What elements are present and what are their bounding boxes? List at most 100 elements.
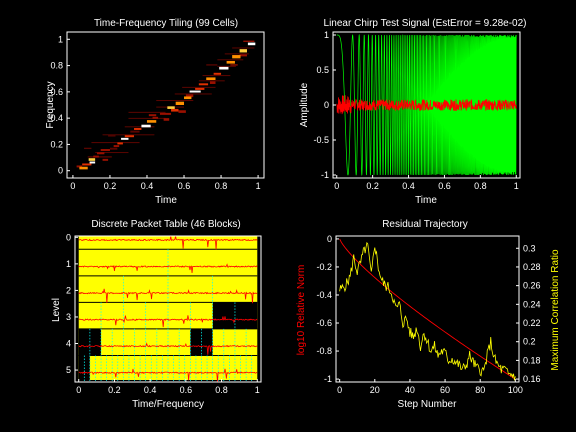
- tiling-cell: [84, 147, 92, 150]
- packet-y-ticks: 0 1 2 3 4 5: [66, 232, 78, 375]
- tiling-ylabel: Frequency: [45, 81, 56, 128]
- tiling-cell: [232, 55, 241, 59]
- tiling-cell: [239, 54, 247, 57]
- residual-xlabel: Step Number: [398, 399, 458, 410]
- residual-y2tick-label: 0.22: [523, 318, 541, 328]
- tiling-cell: [93, 155, 99, 158]
- packet-level-trace: [78, 288, 258, 304]
- chirp-xtick-label: 0.8: [474, 181, 487, 191]
- tiling-ytick-label: 0: [58, 166, 63, 176]
- tiling-cell: [117, 142, 123, 145]
- residual-y2tick-label: 0.24: [523, 299, 541, 309]
- tiling-cell: [102, 158, 109, 161]
- tiling-cell: [102, 134, 155, 136]
- packet-dark-block: [240, 382, 247, 394]
- tiling-cell: [198, 80, 225, 82]
- tiling-cell: [159, 112, 172, 115]
- tiling-cell: [217, 59, 244, 61]
- tiling-cell: [243, 40, 255, 42]
- residual-xtick-label: 20: [370, 385, 380, 395]
- tiling-cell: [174, 93, 212, 95]
- residual-ytick-label: -0.2: [316, 262, 332, 272]
- tiling-cell: [195, 87, 205, 90]
- packet-level-trace: [78, 342, 258, 355]
- residual-norm-line: [339, 238, 516, 380]
- packet-ylabel: Level: [51, 298, 62, 322]
- tiling-cell: [124, 126, 155, 128]
- tiling-ytick-label: 0.8: [50, 61, 63, 71]
- tiling-cell: [100, 149, 110, 151]
- residual-xtick-label: 100: [508, 385, 523, 395]
- chirp-xlabel: Time: [415, 195, 437, 206]
- residual-x-ticks: 0 20 40 60 80 100: [337, 379, 523, 395]
- tiling-cell: [89, 161, 96, 164]
- packet-level-trace: [78, 315, 258, 328]
- packet-xtick-label: 0: [76, 385, 81, 395]
- tiling-cell: [148, 114, 157, 117]
- packet-xtick-label: 0.2: [108, 385, 121, 395]
- tiling-ytick-label: 0.4: [50, 113, 63, 123]
- tiling-cell: [226, 60, 235, 64]
- tiling-cell: [230, 64, 238, 66]
- chirp-ytick-label: 0.5: [316, 65, 329, 75]
- packet-x-ticks: 0 0.2 0.4 0.6 0.8 1: [76, 379, 260, 395]
- residual-y2tick-label: 0.26: [523, 281, 541, 291]
- residual-ytick-label: -0.4: [316, 290, 332, 300]
- chirp-ytick-label: 1: [324, 30, 329, 40]
- residual-ytick-label: -1: [324, 374, 332, 384]
- tiling-cell: [130, 130, 140, 133]
- tiling-cell: [209, 81, 216, 84]
- packet-ytick-label: 3: [66, 312, 71, 322]
- tiling-cell: [163, 118, 170, 121]
- tiling-cell: [171, 108, 179, 112]
- tiling-xtick-label: 1: [256, 181, 261, 191]
- tiling-cell: [185, 94, 194, 98]
- residual-y2label: Maximum Correlation Ratio: [550, 249, 561, 371]
- tiling-cell: [178, 110, 186, 113]
- packet-body: [75, 235, 261, 394]
- packet-ytick-label: 1: [66, 259, 71, 269]
- packet-xlabel: Time/Frequency: [132, 399, 204, 410]
- packet-ytick-label: 4: [66, 339, 71, 349]
- tiling-xtick-label: 0.2: [104, 181, 117, 191]
- tiling-cell: [96, 152, 105, 155]
- residual-y2tick-label: 0.2: [523, 337, 536, 347]
- tiling-cell: [88, 158, 96, 161]
- tiling-cell: [213, 72, 222, 75]
- tiling-xtick-label: 0.4: [141, 181, 154, 191]
- tiling-cell: [146, 120, 157, 123]
- tiling-cell: [167, 106, 175, 109]
- packet-dark-block: [195, 382, 202, 394]
- residual-axes: [335, 235, 520, 383]
- tiling-y-ticks: 0 0.2 0.4 0.6 0.8 1: [50, 34, 70, 176]
- residual-y2tick-label: 0.18: [523, 355, 541, 365]
- residual-ytick-label: -0.6: [316, 318, 332, 328]
- packet-dark-block: [134, 382, 141, 394]
- packet-dark-block: [173, 382, 180, 394]
- tiling-ytick-label: 0.2: [50, 139, 63, 149]
- tiling-cell: [206, 64, 218, 66]
- tiling-cells: [67, 32, 264, 178]
- chirp-ytick-label: -1: [321, 170, 329, 180]
- tiling-cell: [232, 47, 255, 49]
- tiling-ytick-label: 0.6: [50, 87, 63, 97]
- chirp-lines: [333, 32, 520, 178]
- residual-xtick-label: 0: [337, 385, 342, 395]
- tiling-cell: [198, 83, 209, 86]
- packet-xtick-label: 0.4: [144, 385, 157, 395]
- residual-xtick-label: 80: [475, 385, 485, 395]
- tiling-axes: [66, 31, 265, 179]
- packet-level-trace: [78, 263, 258, 274]
- tiling-cell: [219, 66, 229, 70]
- chirp-ytick-label: 0: [324, 100, 329, 110]
- tiling-xtick-label: 0: [70, 181, 75, 191]
- tiling-cell: [152, 116, 159, 119]
- packet-level-trace: [78, 368, 258, 383]
- tiling-xlabel: Time: [155, 195, 177, 206]
- tiling-cell: [141, 124, 151, 128]
- packet-ytick-label: 0: [66, 232, 71, 242]
- chirp-xtick-label: 0.4: [402, 181, 415, 191]
- packet-dark-block: [84, 382, 90, 394]
- chirp-xtick-label: 0: [334, 181, 339, 191]
